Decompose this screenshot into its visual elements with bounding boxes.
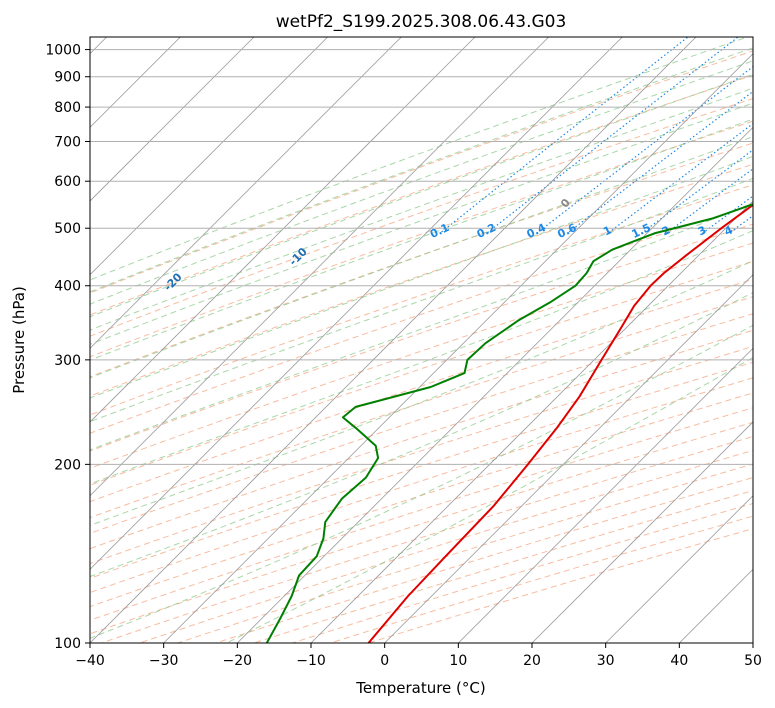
dry-adiabat-line [90, 120, 753, 358]
x-tick-label: −40 [75, 653, 105, 669]
dry-adiabat-line [90, 345, 753, 565]
dry-adiabat-line [90, 163, 753, 397]
x-tick-label: 30 [597, 653, 615, 669]
x-tick-label: 0 [380, 653, 389, 669]
dry-adiabat-line [90, 407, 753, 621]
temperature-profile-line [367, 203, 753, 643]
dry-adiabat-line [99, 435, 753, 643]
dry-adiabat-line [90, 142, 753, 378]
isotherm-line [384, 274, 753, 643]
dry-adiabat-line [214, 476, 753, 643]
dry-adiabat-line [90, 329, 753, 550]
profile-series [265, 203, 753, 643]
y-tick-label: 200 [54, 457, 81, 473]
dry-adiabat-line [90, 74, 753, 316]
mixing-ratio-line [566, 90, 753, 234]
y-axis-title: Pressure (hPa) [10, 286, 28, 394]
mixing-ratio-line [641, 149, 753, 234]
isotherm-line [90, 37, 623, 570]
x-tick-label: −10 [296, 653, 326, 669]
y-tick-label: 1000 [45, 43, 81, 59]
isotherms [90, 37, 753, 643]
y-tick-label: 600 [54, 174, 81, 190]
pressure-gridlines [90, 49, 753, 643]
dry-adiabat-line [90, 313, 753, 534]
x-axis-title: Temperature (°C) [355, 679, 485, 697]
isotherm-line [90, 37, 328, 276]
x-tick-label: −30 [149, 653, 179, 669]
dry-adiabat-line [90, 184, 753, 416]
isotherm-line [531, 421, 753, 643]
y-tick-label: 800 [54, 100, 81, 116]
dry-adiabats [90, 50, 753, 643]
isotherm-line [90, 37, 549, 497]
moist-adiabat-line [90, 260, 753, 527]
plot-frame [89, 36, 754, 644]
isotherm-line [458, 347, 753, 643]
x-tick-label: 40 [670, 653, 688, 669]
dry-adiabat-line [90, 421, 753, 635]
isotherm-line [90, 37, 255, 202]
isotherm-line [90, 37, 476, 423]
moist-adiabat-line [90, 202, 753, 451]
y-tick-label: 700 [54, 134, 81, 150]
x-axis: −40 −30 −20 −10 0 10 20 30 40 50 [75, 643, 762, 669]
dewpoint-profile-line [265, 203, 753, 643]
x-tick-label: 50 [744, 653, 762, 669]
y-axis: 1000 900 800 700 600 500 400 300 200 100 [45, 43, 90, 652]
y-tick-label: 500 [54, 221, 81, 237]
dry-adiabat-line [176, 463, 753, 643]
dry-adiabat-line [90, 296, 753, 519]
dry-adiabat-line [90, 50, 753, 294]
x-tick-label: 10 [449, 653, 467, 669]
isotherm-line [163, 53, 753, 643]
chart-title: wetPf2_S199.2025.308.06.43.G03 [276, 12, 567, 32]
x-tick-label: 20 [523, 653, 541, 669]
isotherm-line [90, 37, 697, 643]
dry-adiabat-line [90, 278, 753, 503]
x-tick-label: −20 [223, 653, 253, 669]
dry-adiabat-line [90, 361, 753, 579]
isotherm-line [237, 126, 753, 643]
moist-adiabat-line [90, 324, 753, 639]
y-tick-label: 400 [54, 279, 81, 295]
plot-area: -100-90-80-70-60-50-40-30-20-100.10.20.4… [90, 37, 753, 643]
moist-adiabat-line [226, 356, 753, 643]
isotherm-line [90, 37, 402, 349]
dry-adiabat-line [252, 490, 753, 643]
y-tick-label: 100 [54, 636, 81, 652]
isotherm-line [605, 495, 753, 643]
dry-adiabat-line [366, 528, 753, 643]
y-tick-label: 300 [54, 353, 81, 369]
y-tick-label: 900 [54, 70, 81, 86]
